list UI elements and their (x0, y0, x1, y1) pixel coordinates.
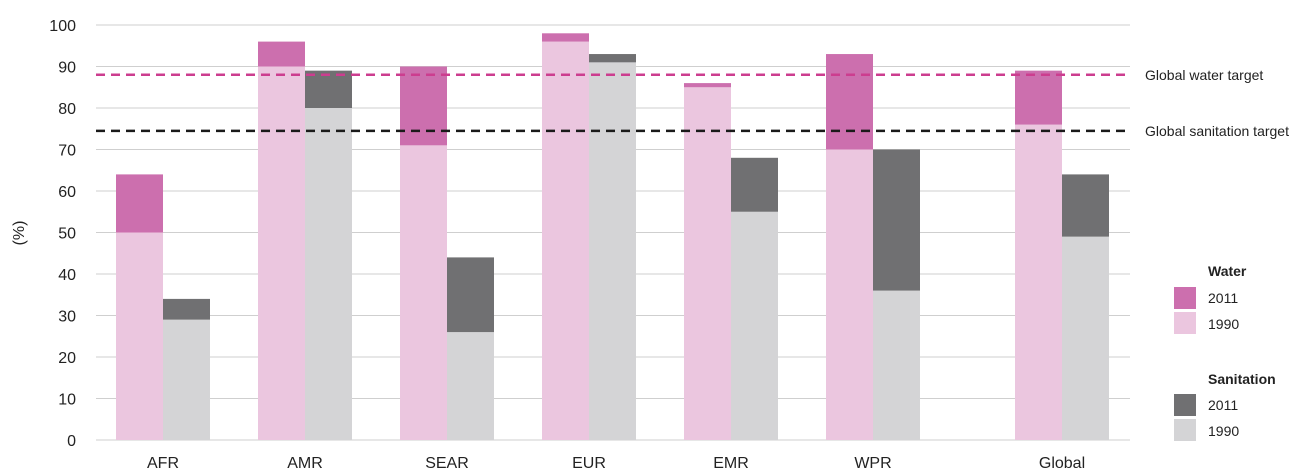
bar-water-1990 (400, 145, 447, 440)
legend-water-1990-label: 1990 (1208, 316, 1239, 332)
legend-sanitation-1990-swatch (1174, 419, 1196, 441)
y-tick-label: 0 (67, 433, 76, 450)
y-axis: 0 10 20 30 40 50 60 70 80 90 100 (49, 18, 76, 450)
legend-water-2011-label: 2011 (1208, 290, 1238, 306)
legend-sanitation-1990-label: 1990 (1208, 423, 1239, 439)
x-tick-label: WPR (854, 455, 891, 472)
legend-sanitation-2011-swatch (1174, 394, 1196, 416)
y-tick-label: 20 (58, 350, 76, 367)
bar-water-2011 (1015, 70, 1062, 125)
reference-lines: Global water target Global sanitation tar… (96, 67, 1289, 139)
bar-sanitation-1990 (163, 319, 210, 440)
y-tick-label: 60 (58, 184, 76, 201)
legend: Water 2011 1990 Sanitation 2011 1990 (1174, 263, 1276, 441)
y-tick-label: 10 (58, 392, 76, 409)
bars (116, 33, 1109, 440)
y-axis-label: (%) (11, 221, 28, 246)
bar-sanitation-1990 (447, 332, 494, 440)
y-tick-label: 40 (58, 267, 76, 284)
bar-sanitation-1990 (1062, 236, 1109, 440)
y-tick-label: 100 (49, 18, 76, 35)
bar-water-1990 (684, 87, 731, 440)
bar-water-1990 (258, 66, 305, 440)
legend-sanitation-title: Sanitation (1208, 371, 1276, 387)
bar-sanitation-2011 (1062, 174, 1109, 237)
x-axis: AFR AMR SEAR EUR EMR WPR Global (147, 455, 1085, 472)
y-tick-label: 80 (58, 101, 76, 118)
bar-sanitation-2011 (873, 149, 920, 291)
y-tick-label: 50 (58, 226, 76, 243)
bar-water-2011 (116, 174, 163, 233)
x-tick-label: SEAR (425, 455, 469, 472)
x-tick-label: EMR (713, 455, 749, 472)
bar-water-1990 (542, 41, 589, 440)
bar-water-1990 (116, 232, 163, 440)
y-tick-label: 30 (58, 309, 76, 326)
legend-water-title: Water (1208, 263, 1247, 279)
bar-water-2011 (542, 33, 589, 42)
x-tick-label: AMR (287, 455, 323, 472)
y-tick-label: 90 (58, 60, 76, 77)
x-tick-label: AFR (147, 455, 179, 472)
bar-sanitation-2011 (305, 70, 352, 108)
y-tick-label: 70 (58, 143, 76, 160)
bar-water-2011 (826, 54, 873, 150)
bar-sanitation-2011 (447, 257, 494, 333)
x-tick-label: Global (1039, 455, 1085, 472)
bar-sanitation-1990 (589, 62, 636, 440)
bar-sanitation-2011 (163, 298, 210, 320)
bar-water-2011 (684, 83, 731, 88)
legend-sanitation-2011-label: 2011 (1208, 397, 1238, 413)
bar-sanitation-1990 (873, 290, 920, 440)
bar-sanitation-2011 (589, 54, 636, 63)
bar-water-2011 (258, 41, 305, 67)
bar-sanitation-1990 (305, 108, 352, 440)
bar-sanitation-2011 (731, 157, 778, 212)
reference-line-label: Global water target (1145, 67, 1263, 83)
legend-water-1990-swatch (1174, 312, 1196, 334)
bar-water-1990 (826, 149, 873, 440)
bar-sanitation-1990 (731, 211, 778, 440)
bar-water-1990 (1015, 124, 1062, 440)
bar-water-2011 (400, 66, 447, 146)
x-tick-label: EUR (572, 455, 606, 472)
reference-line-label: Global sanitation target (1145, 123, 1289, 139)
legend-water-2011-swatch (1174, 287, 1196, 309)
